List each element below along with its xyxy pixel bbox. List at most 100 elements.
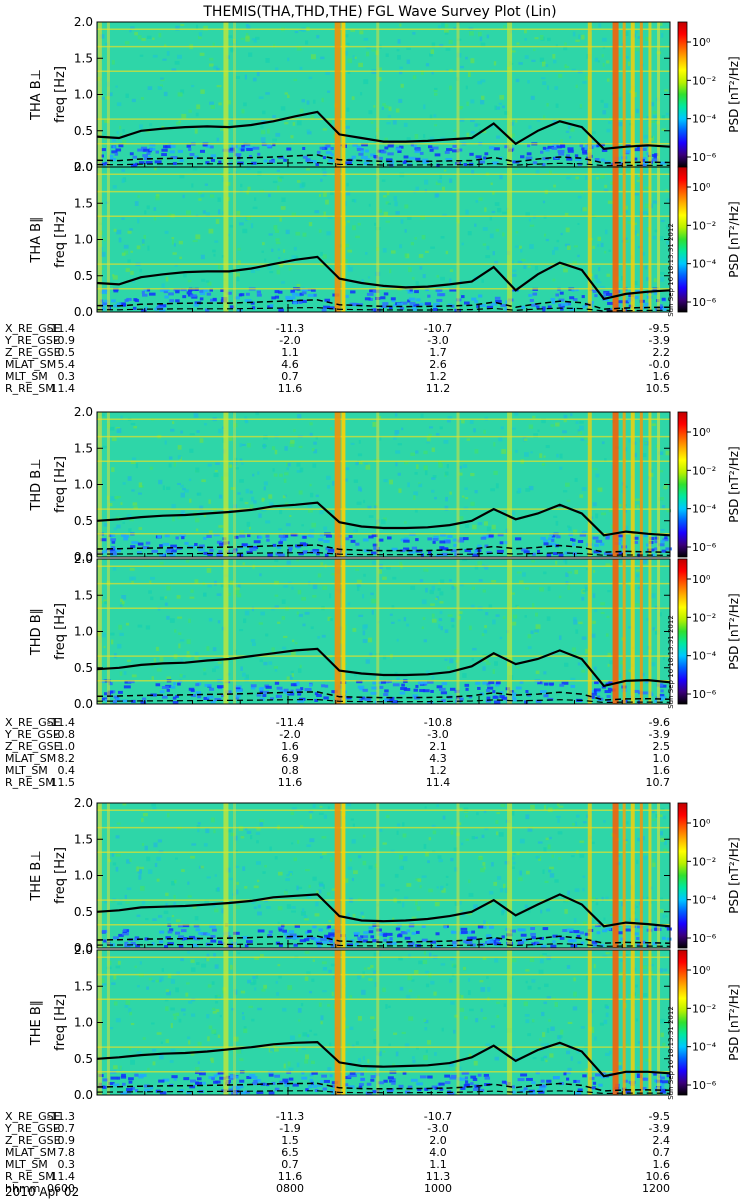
ephemeris-value: -3.0 (427, 728, 448, 741)
ephemeris-row-label: Y_RE_GSE (4, 1122, 60, 1135)
burst-column (648, 803, 652, 948)
burst-column (341, 803, 346, 948)
ephemeris-table: X_RE_GSE-11.3 -11.3 -10.7 -9.5Y_RE_GSE-0.7-… (4, 1110, 670, 1195)
dashed-line (96, 1082, 671, 1092)
y-tick-label: 2.0 (74, 15, 93, 29)
ephemeris-value: 11.4 (426, 776, 451, 789)
ephemeris-row-label: MLAT_SM (5, 752, 56, 765)
solid-line (96, 501, 671, 537)
panel-yunit: freq [Hz] (53, 456, 68, 513)
colorbar-label: PSD [nT²/Hz] (727, 593, 741, 669)
colorbar-tick-label: 10⁻² (692, 464, 716, 477)
ephemeris-table: X_RE_GSE-11.4 -11.4 -10.8 -9.6Y_RE_GSE-0.8-… (4, 716, 670, 789)
colorbar-tick-label: 10⁻² (692, 855, 716, 868)
ephemeris-value: 6.9 (281, 752, 299, 765)
burst-column (622, 412, 626, 557)
burst-column (612, 559, 619, 704)
ephemeris-value: 8.2 (58, 752, 76, 765)
burst-column (622, 167, 626, 312)
burst-column (376, 559, 380, 704)
ephemeris-value: 1.6 (653, 370, 671, 383)
y-tick-label: 1.0 (74, 625, 93, 639)
colorbar-tick-label: 10⁻⁴ (692, 650, 717, 663)
ephemeris-value: 0.3 (58, 1158, 76, 1171)
burst-column (639, 950, 643, 1095)
ephemeris-value: 0800 (276, 1182, 304, 1195)
colorbar-label: PSD [nT²/Hz] (727, 201, 741, 277)
burst-column (612, 22, 619, 167)
y-tick-label: 0.5 (74, 1052, 93, 1066)
burst-column (376, 950, 380, 1095)
burst-column (612, 803, 619, 948)
colorbar-tick-label: 10⁰ (692, 817, 711, 830)
y-tick-label: 0.0 (74, 305, 93, 319)
burst-column (639, 803, 643, 948)
panel-ylabel: THD B⊥ (29, 458, 44, 511)
y-tick-label: 0.5 (74, 661, 93, 675)
ephemeris-value: 1.1 (281, 346, 299, 359)
ephemeris-value: -9.5 (649, 322, 670, 335)
burst-column (376, 167, 380, 312)
burst-column (657, 559, 661, 704)
y-tick-label: 2.0 (74, 796, 93, 810)
ephemeris-value: 11.2 (426, 382, 451, 395)
burst-column (376, 412, 380, 557)
ephemeris-value: 10.7 (646, 776, 671, 789)
ephemeris-value: 0.5 (58, 346, 76, 359)
ephemeris-row-label: MLT_SM (5, 1158, 48, 1171)
ephemeris-value: 1.0 (653, 752, 671, 765)
y-tick-label: 1.5 (74, 196, 93, 210)
ephemeris-value: 0600 (47, 1182, 75, 1195)
ephemeris-value: -11.4 (47, 716, 75, 729)
burst-column (630, 559, 635, 704)
ephemeris-value: 2.0 (429, 1134, 447, 1147)
dashed-line (96, 299, 671, 310)
burst-column (630, 803, 635, 948)
ephemeris-row-label: MLT_SM (5, 764, 48, 777)
solid-line (96, 893, 671, 928)
ephemeris-value: 2.1 (429, 740, 447, 753)
burst-column (648, 950, 652, 1095)
colorbar-tick-label: 10⁻⁶ (692, 688, 717, 701)
spectrogram-panels: 2.0 1.5 1.0 0.5 0.0 THA B⊥ freq [Hz] 10⁰ 10⁻² 10⁻… (29, 15, 741, 1102)
burst-column (233, 950, 237, 1095)
spectrogram-panel: 2.0 1.5 1.0 0.5 0.0 THD B⊥ freq [Hz] 10⁰ 10⁻² 10⁻… (29, 405, 741, 564)
burst-column (106, 803, 110, 948)
burst-column (507, 167, 513, 312)
colorbar-tick-label: 10⁻⁶ (692, 541, 717, 554)
ephemeris-value: -3.0 (427, 334, 448, 347)
colorbar-tick-label: 10⁰ (692, 181, 711, 194)
colorbar (677, 411, 688, 558)
spectrogram-panel: 2.0 1.5 1.0 0.5 0.0 THD B∥ freq [Hz] 10⁰ 10⁻² 10⁻… (29, 552, 741, 711)
dashed-line (96, 544, 671, 553)
ephemeris-value: 1.7 (429, 346, 447, 359)
ephemeris-row-label: MLT_SM (5, 370, 48, 383)
ephemeris-value: 4.6 (281, 358, 299, 371)
colorbar-tick-label: 10⁻⁴ (692, 113, 717, 126)
colorbar-tick-label: 10⁻⁴ (692, 503, 717, 516)
burst-column (456, 412, 460, 557)
ephemeris-row-label: X_RE_GSE (5, 322, 61, 335)
ephemeris-row-label: Z_RE_GSE (5, 1134, 61, 1147)
burst-column (630, 167, 635, 312)
burst-column (639, 167, 643, 312)
ephemeris-value: -0.8 (54, 728, 75, 741)
y-tick-label: 0.0 (74, 1088, 93, 1102)
ephemeris-value: -10.7 (424, 1110, 452, 1123)
spectrogram-background (97, 950, 670, 1095)
panel-yunit: freq [Hz] (53, 994, 68, 1051)
burst-column (233, 167, 237, 312)
colorbar-tick-label: 10⁻⁶ (692, 932, 717, 945)
ephemeris-value: -0.0 (649, 358, 670, 371)
colorbar-tick-label: 10⁻² (692, 219, 716, 232)
burst-column (223, 803, 229, 948)
ephemeris-row-label: MLAT_SM (5, 358, 56, 371)
ephemeris-row-label: hhmm (5, 1182, 40, 1195)
burst-column (341, 559, 346, 704)
burst-column (648, 22, 652, 167)
burst-column (587, 950, 592, 1095)
burst-column (334, 22, 341, 167)
burst-column (233, 22, 237, 167)
burst-column (456, 559, 460, 704)
